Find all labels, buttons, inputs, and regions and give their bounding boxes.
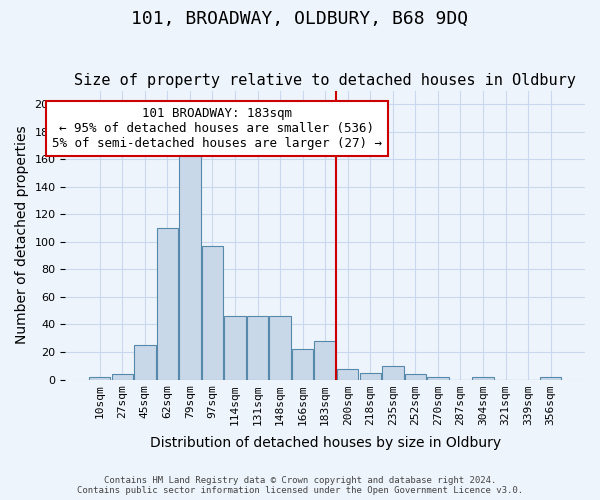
Bar — [540, 377, 562, 380]
Bar — [472, 377, 494, 380]
Bar — [157, 228, 178, 380]
Bar — [112, 374, 133, 380]
Bar — [202, 246, 223, 380]
Bar — [89, 377, 110, 380]
Bar — [224, 316, 246, 380]
Bar — [359, 372, 381, 380]
Bar — [314, 341, 336, 380]
X-axis label: Distribution of detached houses by size in Oldbury: Distribution of detached houses by size … — [149, 436, 501, 450]
Bar — [179, 155, 200, 380]
Bar — [382, 366, 404, 380]
Bar — [337, 368, 358, 380]
Bar — [134, 345, 155, 380]
Bar — [269, 316, 291, 380]
Text: Contains HM Land Registry data © Crown copyright and database right 2024.
Contai: Contains HM Land Registry data © Crown c… — [77, 476, 523, 495]
Bar — [247, 316, 268, 380]
Bar — [427, 377, 449, 380]
Y-axis label: Number of detached properties: Number of detached properties — [15, 126, 29, 344]
Title: Size of property relative to detached houses in Oldbury: Size of property relative to detached ho… — [74, 73, 576, 88]
Bar — [292, 350, 313, 380]
Text: 101 BROADWAY: 183sqm
← 95% of detached houses are smaller (536)
5% of semi-detac: 101 BROADWAY: 183sqm ← 95% of detached h… — [52, 107, 382, 150]
Bar — [404, 374, 426, 380]
Text: 101, BROADWAY, OLDBURY, B68 9DQ: 101, BROADWAY, OLDBURY, B68 9DQ — [131, 10, 469, 28]
